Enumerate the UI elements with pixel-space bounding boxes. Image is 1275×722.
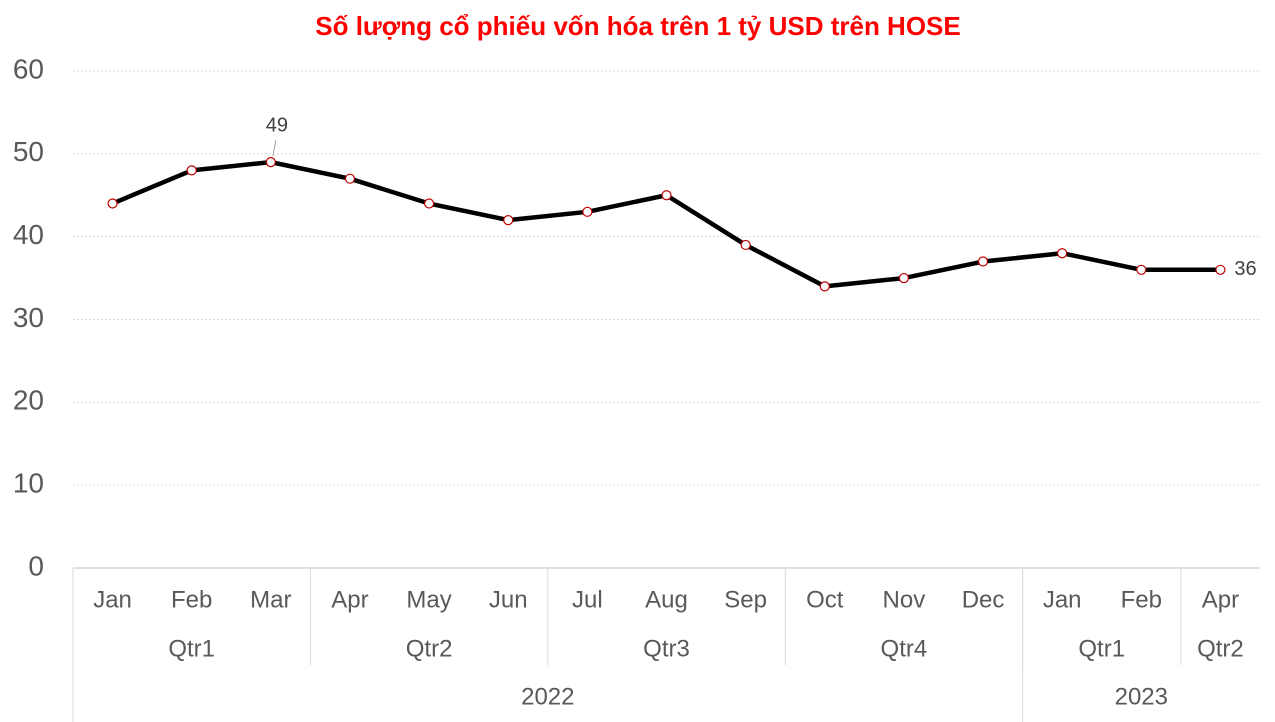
point-marker [582, 206, 593, 217]
y-tick-label: 40 [13, 219, 44, 250]
point-marker [107, 198, 118, 209]
point-marker [819, 281, 830, 292]
y-tick-label: 0 [28, 550, 44, 581]
x-tick-label: Sep [724, 586, 767, 613]
y-tick-label: 30 [13, 302, 44, 333]
point-marker [898, 272, 910, 284]
x-tick-label: Apr [331, 586, 368, 613]
point-marker [503, 215, 514, 226]
x-tick-label: May [406, 586, 451, 613]
year-label: 2023 [1115, 683, 1168, 710]
point-marker [186, 165, 197, 176]
x-tick-label: Jun [489, 586, 528, 613]
x-tick-label: Feb [171, 586, 212, 613]
point-marker [740, 239, 751, 251]
point-marker [424, 198, 435, 209]
x-tick-label: Jul [572, 586, 603, 613]
quarter-label: Qtr4 [881, 635, 928, 662]
data-label: 36 [1234, 258, 1256, 280]
point-marker [1136, 264, 1147, 275]
point-marker [1057, 248, 1068, 259]
y-tick-label: 10 [13, 468, 44, 499]
quarter-label: Qtr2 [406, 635, 453, 662]
x-tick-label: Dec [962, 586, 1005, 613]
data-label: 49 [266, 114, 288, 136]
x-tick-label: Apr [1202, 586, 1239, 613]
quarter-label: Qtr3 [643, 635, 690, 662]
x-tick-label: Feb [1121, 586, 1162, 613]
chart-title: Số lượng cổ phiếu vốn hóa trên 1 tỷ USD … [315, 11, 961, 41]
point-marker [977, 256, 989, 267]
x-tick-label: Oct [806, 586, 844, 613]
x-tick-label: Jan [1043, 586, 1082, 613]
x-tick-label: Mar [250, 586, 291, 613]
x-tick-label: Jan [93, 586, 132, 613]
y-tick-label: 50 [13, 136, 44, 167]
point-marker [344, 173, 356, 184]
x-tick-label: Aug [645, 586, 688, 613]
line [111, 159, 1221, 289]
y-tick-label: 20 [13, 385, 44, 416]
year-label: 2022 [521, 683, 574, 710]
leader-line [272, 140, 277, 157]
y-tick-label: 60 [13, 53, 44, 84]
point-marker [265, 157, 276, 168]
point-marker [661, 190, 672, 201]
quarter-label: Qtr1 [168, 635, 215, 662]
quarter-label: Qtr2 [1197, 635, 1244, 662]
quarter-label: Qtr1 [1078, 635, 1125, 662]
x-tick-label: Nov [883, 586, 926, 613]
point-marker [1215, 264, 1226, 275]
